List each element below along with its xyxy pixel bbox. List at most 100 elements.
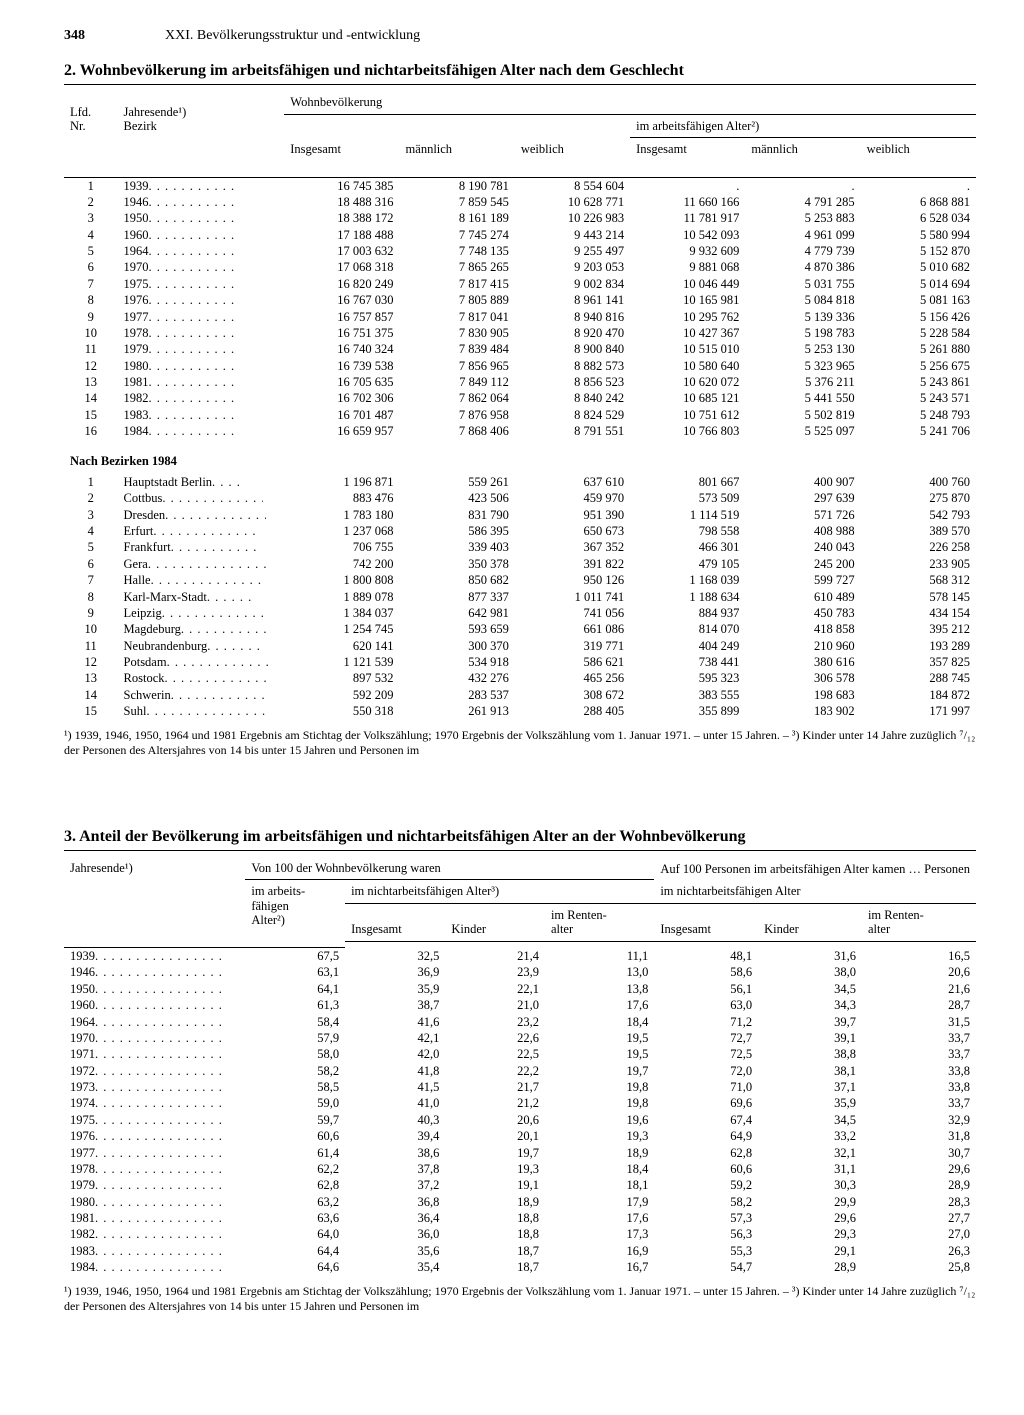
t2-h-wohn: Wohnbevölkerung <box>284 91 976 114</box>
t3-h-bk: Kinder <box>758 903 862 941</box>
row-ai: 466 301 <box>630 539 745 555</box>
row-bi: 48,1 <box>654 948 758 965</box>
table-row: 10197816 751 3757 830 9058 920 47010 427… <box>64 325 976 341</box>
row-w: 8 900 840 <box>515 341 630 357</box>
row-bezirk: Karl-Marx-Stadt <box>118 589 285 605</box>
page-header: 348 XXI. Bevölkerungsstruktur und -entwi… <box>64 28 976 44</box>
row-am: 4 791 285 <box>745 194 860 210</box>
row-m: 7 745 274 <box>400 227 515 243</box>
row-ins: 1 237 068 <box>284 523 399 539</box>
row-m: 7 862 064 <box>400 390 515 406</box>
table-row: 198264,036,018,817,356,329,327,0 <box>64 1226 976 1242</box>
row-ins: 1 254 745 <box>284 621 399 637</box>
row-nr: 4 <box>64 227 118 243</box>
row-a: 63,1 <box>245 964 345 980</box>
table-row: 9Leipzig1 384 037642 981741 056884 93745… <box>64 605 976 621</box>
row-a: 63,2 <box>245 1194 345 1210</box>
row-nr: 6 <box>64 556 118 572</box>
table-row: 8Karl-Marx-Stadt1 889 078877 3371 011 74… <box>64 589 976 605</box>
row-bi: 63,0 <box>654 997 758 1013</box>
table-row: 1193916 745 3858 190 7818 554 604... <box>64 177 976 194</box>
row-bk: 38,8 <box>758 1046 862 1062</box>
row-a: 61,3 <box>245 997 345 1013</box>
table3-title: 3. Anteil der Bevölkerung im arbeitsfähi… <box>64 828 976 851</box>
row-w: 1 011 741 <box>515 589 630 605</box>
t2-h-jahr: Jahresende¹) Bezirk <box>118 91 285 137</box>
row-nk: 22,5 <box>445 1046 545 1062</box>
row-nk: 18,7 <box>445 1259 545 1275</box>
row-br: 16,5 <box>862 948 976 965</box>
row-ni: 42,0 <box>345 1046 445 1062</box>
row-bezirk: Dresden <box>118 507 285 523</box>
table-row: 13Rostock897 532432 276465 256595 323306… <box>64 670 976 686</box>
row-bi: 67,4 <box>654 1112 758 1128</box>
row-br: 28,9 <box>862 1177 976 1193</box>
row-w: 661 086 <box>515 621 630 637</box>
row-bi: 62,8 <box>654 1145 758 1161</box>
row-ni: 41,0 <box>345 1095 445 1111</box>
row-nr: 17,6 <box>545 1210 654 1226</box>
row-nr: 5 <box>64 539 118 555</box>
row-aw: 434 154 <box>861 605 976 621</box>
table-row: 197358,541,521,719,871,037,133,8 <box>64 1079 976 1095</box>
table-row: 3Dresden1 783 180831 790951 3901 114 519… <box>64 507 976 523</box>
row-aw: 5 152 870 <box>861 243 976 259</box>
row-ins: 16 757 857 <box>284 309 399 325</box>
row-bezirk: Schwerin <box>118 687 285 703</box>
t2-h-arbf: im arbeitsfähigen Alter²) <box>630 114 976 137</box>
row-br: 33,8 <box>862 1063 976 1079</box>
row-ni: 35,4 <box>345 1259 445 1275</box>
row-year: 1984 <box>64 1259 245 1275</box>
chapter-title: XXI. Bevölkerungsstruktur und -entwicklu… <box>165 28 420 44</box>
row-w: 8 840 242 <box>515 390 630 406</box>
row-nk: 18,8 <box>445 1210 545 1226</box>
row-br: 27,7 <box>862 1210 976 1226</box>
row-w: 650 673 <box>515 523 630 539</box>
row-am: 5 198 783 <box>745 325 860 341</box>
row-br: 33,7 <box>862 1095 976 1111</box>
row-year: 1972 <box>64 1063 245 1079</box>
row-year: 1950 <box>64 981 245 997</box>
t3-h-jahr: Jahresende¹) <box>64 857 245 948</box>
row-bezirk: Erfurt <box>118 523 285 539</box>
row-ai: 10 046 449 <box>630 276 745 292</box>
table-row: 7197516 820 2497 817 4159 002 83410 046 … <box>64 276 976 292</box>
row-a: 60,6 <box>245 1128 345 1144</box>
t2-h-arbf-weib: weiblich <box>861 138 976 161</box>
row-nr: 16,9 <box>545 1243 654 1259</box>
row-bk: 31,1 <box>758 1161 862 1177</box>
row-nr: 11,1 <box>545 948 654 965</box>
row-bk: 31,6 <box>758 948 862 965</box>
row-nr: 4 <box>64 523 118 539</box>
row-bk: 29,1 <box>758 1243 862 1259</box>
row-m: 7 839 484 <box>400 341 515 357</box>
row-nr: 18,4 <box>545 1014 654 1030</box>
row-m: 8 190 781 <box>400 177 515 194</box>
row-aw: 171 997 <box>861 703 976 719</box>
row-ins: 897 532 <box>284 670 399 686</box>
row-aw: 5 580 994 <box>861 227 976 243</box>
row-ai: 383 555 <box>630 687 745 703</box>
row-ins: 16 739 538 <box>284 358 399 374</box>
row-ins: 16 659 957 <box>284 423 399 439</box>
row-nr: 9 <box>64 605 118 621</box>
row-nr: 11 <box>64 341 118 357</box>
row-am: 4 870 386 <box>745 259 860 275</box>
row-m: 283 537 <box>400 687 515 703</box>
table-row: 15Suhl550 318261 913288 405355 899183 90… <box>64 703 976 719</box>
row-aw: . <box>861 177 976 194</box>
row-ni: 32,5 <box>345 948 445 965</box>
row-nr: 8 <box>64 292 118 308</box>
row-am: 5 376 211 <box>745 374 860 390</box>
table-row: 198063,236,818,917,958,229,928,3 <box>64 1194 976 1210</box>
row-ins: 17 068 318 <box>284 259 399 275</box>
row-year: 1980 <box>118 358 285 374</box>
table-row: 1Hauptstadt Berlin1 196 871559 261637 61… <box>64 474 976 490</box>
table-row: 14Schwerin592 209283 537308 672383 55519… <box>64 687 976 703</box>
row-aw: 193 289 <box>861 638 976 654</box>
row-nr: 19,3 <box>545 1128 654 1144</box>
row-ni: 37,2 <box>345 1177 445 1193</box>
row-m: 8 161 189 <box>400 210 515 226</box>
t3-h-von100: Von 100 der Wohnbevölkerung waren <box>245 857 654 880</box>
row-w: 308 672 <box>515 687 630 703</box>
